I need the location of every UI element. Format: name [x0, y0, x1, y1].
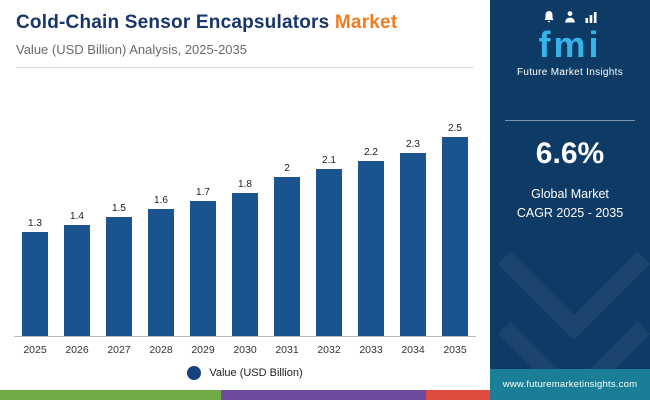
bar-value-label: 2 [284, 163, 290, 174]
bar-column: 1.5 [98, 203, 140, 336]
bar-value-label: 1.8 [238, 179, 252, 190]
logo-icons-row [517, 10, 623, 24]
bar-column: 1.8 [224, 179, 266, 336]
cagr-label: Global Market CAGR 2025 - 2035 [517, 185, 623, 224]
x-axis: 2025 2026 2027 2028 2029 2030 2031 2032 2033 2034… [14, 337, 476, 356]
x-axis-label: 2028 [149, 344, 173, 356]
fmi-logo: fmi Future Market Insights [517, 10, 623, 78]
plot-area: 1.3 1.4 1.5 1.6 1.7 1.8 2 2.1 2.2 2.3 2.5 [14, 122, 476, 337]
bar-chart: 1.3 1.4 1.5 1.6 1.7 1.8 2 2.1 2.2 2.3 2.5 2025 2026… [0, 68, 490, 356]
bar-column: 1.7 [182, 187, 224, 336]
x-axis-label: 2029 [191, 344, 215, 356]
bar [148, 209, 174, 336]
bar [64, 225, 90, 336]
bar-value-label: 2.1 [322, 155, 336, 166]
chart-panel: Cold-Chain Sensor Encapsulators Market V… [0, 0, 490, 400]
bar [274, 177, 300, 336]
bar-value-label: 1.6 [154, 195, 168, 206]
bar-column: 2.5 [434, 123, 476, 336]
bar-value-label: 2.2 [364, 147, 378, 158]
bar-column: 1.6 [140, 195, 182, 336]
brand-sidebar: fmi Future Market Insights 6.6% Global M… [490, 0, 650, 400]
stripe-segment-red [426, 390, 490, 400]
bar-column: 2.2 [350, 147, 392, 336]
sidebar-divider [505, 119, 635, 121]
bar-value-label: 1.3 [28, 218, 42, 229]
fmi-logo-text: fmi [538, 24, 602, 65]
website-bar: www.futuremarketinsights.com [490, 369, 650, 400]
chart-header: Cold-Chain Sensor Encapsulators Market V… [0, 0, 490, 68]
cagr-label-line1: Global Market [531, 186, 609, 201]
x-axis-label: 2030 [233, 344, 257, 356]
brand-name: Future Market Insights [516, 66, 624, 78]
bar-value-label: 1.4 [70, 211, 84, 222]
bar [358, 161, 384, 336]
chart-legend: Value (USD Billion) [0, 356, 490, 390]
legend-marker-icon [187, 366, 202, 380]
legend-label: Value (USD Billion) [209, 367, 303, 379]
bell-icon [542, 10, 556, 24]
bar-value-label: 2.3 [406, 139, 420, 150]
bar-value-label: 2.5 [448, 123, 462, 134]
cagr-value: 6.6% [535, 136, 605, 170]
x-axis-label: 2034 [401, 344, 425, 356]
footer-stripe [0, 390, 490, 400]
page-title-main: Cold-Chain Sensor Encapsulators [16, 12, 330, 33]
x-axis-label: 2031 [275, 344, 299, 356]
cagr-label-line2: CAGR 2025 - 2035 [516, 206, 624, 221]
stripe-segment-purple [220, 390, 427, 400]
person-icon [563, 10, 577, 24]
page-title: Cold-Chain Sensor Encapsulators Market [16, 12, 474, 34]
x-axis-label: 2026 [65, 344, 89, 356]
bar-column: 2.1 [308, 155, 350, 336]
chart-subtitle: Value (USD Billion) Analysis, 2025-2035 [16, 42, 247, 57]
bar-value-label: 1.5 [112, 203, 126, 214]
bar-column: 1.4 [56, 211, 98, 336]
bar [316, 169, 342, 336]
x-axis-label: 2025 [23, 344, 47, 356]
x-axis-label: 2035 [443, 344, 467, 356]
header-divider [16, 67, 474, 68]
stripe-segment-green [0, 390, 221, 400]
bar-chart-icon [584, 10, 598, 24]
x-axis-label: 2032 [317, 344, 341, 356]
bar-column: 2.3 [392, 139, 434, 336]
bar [232, 193, 258, 336]
bar [442, 137, 468, 336]
x-axis-label: 2033 [359, 344, 383, 356]
cagr-block: 6.6% Global Market CAGR 2025 - 2035 [517, 137, 623, 224]
bar-column: 2 [266, 163, 308, 336]
bar-value-label: 1.7 [196, 187, 210, 198]
bar [22, 232, 48, 336]
x-axis-label: 2027 [107, 344, 131, 356]
bar-column: 1.3 [14, 218, 56, 336]
bar [400, 153, 426, 336]
bar [106, 217, 132, 336]
bar [190, 201, 216, 336]
page-title-accent: Market [334, 12, 398, 33]
